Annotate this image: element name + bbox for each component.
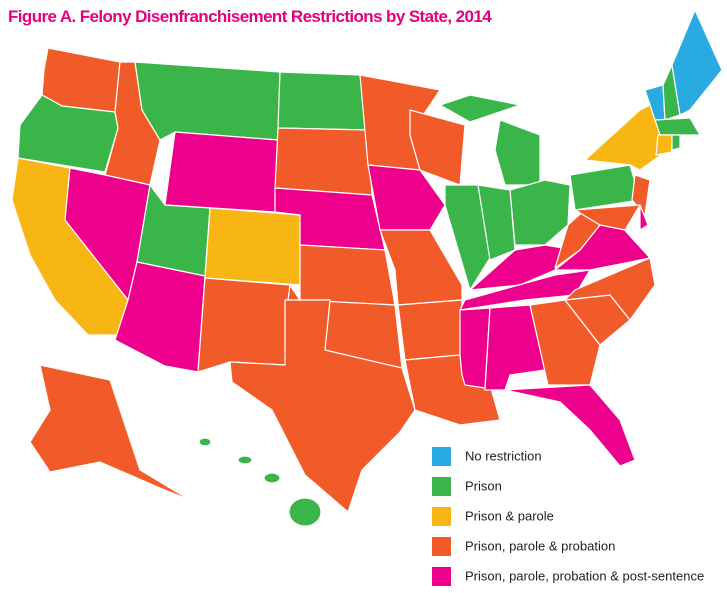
state bbox=[509, 179, 571, 246]
state bbox=[654, 117, 701, 136]
state bbox=[197, 277, 291, 373]
state bbox=[569, 164, 641, 211]
legend-label: Prison & parole bbox=[465, 508, 554, 523]
state bbox=[397, 299, 463, 361]
state bbox=[204, 207, 301, 286]
state bbox=[198, 437, 212, 447]
state bbox=[529, 299, 601, 386]
state bbox=[655, 134, 673, 156]
legend-swatch bbox=[432, 537, 451, 556]
state bbox=[229, 299, 416, 513]
state bbox=[504, 384, 636, 467]
state bbox=[237, 455, 253, 465]
legend-swatch bbox=[432, 477, 451, 496]
state bbox=[134, 61, 281, 141]
state bbox=[299, 244, 396, 306]
state bbox=[263, 472, 281, 484]
state bbox=[164, 131, 279, 213]
state bbox=[671, 9, 723, 116]
legend-label: No restriction bbox=[465, 448, 542, 463]
legend-swatch bbox=[432, 507, 451, 526]
state bbox=[288, 497, 322, 527]
state bbox=[671, 134, 681, 151]
legend-label: Prison bbox=[465, 478, 502, 493]
state bbox=[409, 109, 466, 186]
state bbox=[494, 119, 541, 186]
state bbox=[367, 164, 446, 231]
state bbox=[29, 364, 191, 501]
states bbox=[11, 9, 723, 527]
state bbox=[444, 184, 491, 291]
state bbox=[114, 261, 206, 373]
state bbox=[274, 127, 373, 196]
map-title: Figure A. Felony Disenfranchisement Rest… bbox=[8, 7, 492, 26]
state bbox=[277, 71, 369, 131]
legend-label: Prison, parole & probation bbox=[465, 538, 615, 553]
state bbox=[574, 204, 641, 231]
legend: No restriction Prison Prison & parole Priso… bbox=[432, 447, 704, 586]
legend-label: Prison, parole, probation & post-sentenc… bbox=[465, 568, 704, 583]
state bbox=[439, 94, 521, 123]
legend-swatch bbox=[432, 567, 451, 586]
state bbox=[639, 204, 649, 231]
legend-swatch bbox=[432, 447, 451, 466]
